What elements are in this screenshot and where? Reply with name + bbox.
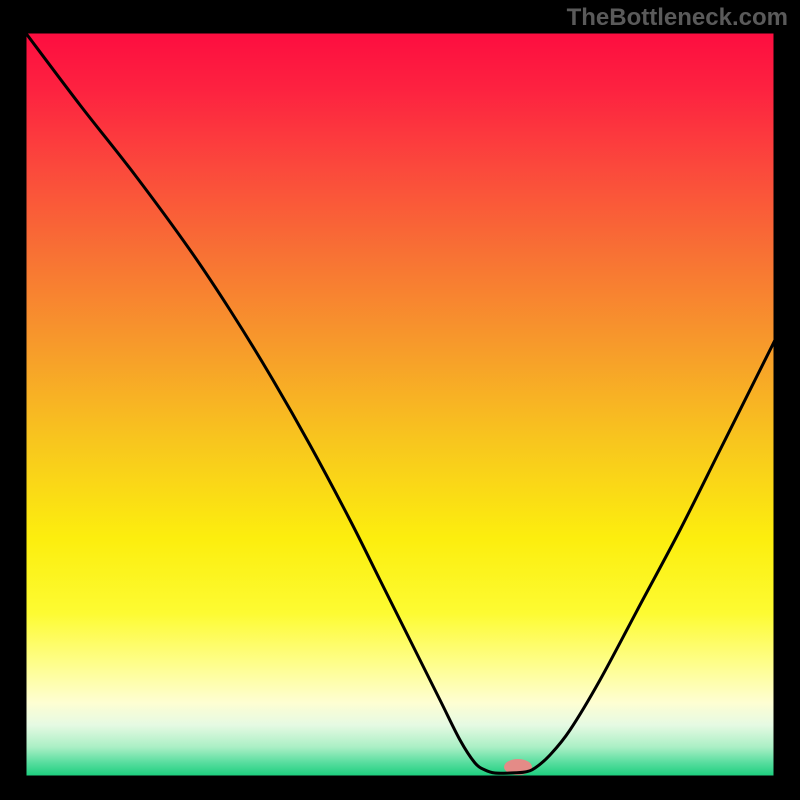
chart-container: TheBottleneck.com [0,0,800,800]
bottleneck-chart [0,0,800,800]
gradient-background [25,32,775,777]
watermark-text: TheBottleneck.com [567,4,788,32]
